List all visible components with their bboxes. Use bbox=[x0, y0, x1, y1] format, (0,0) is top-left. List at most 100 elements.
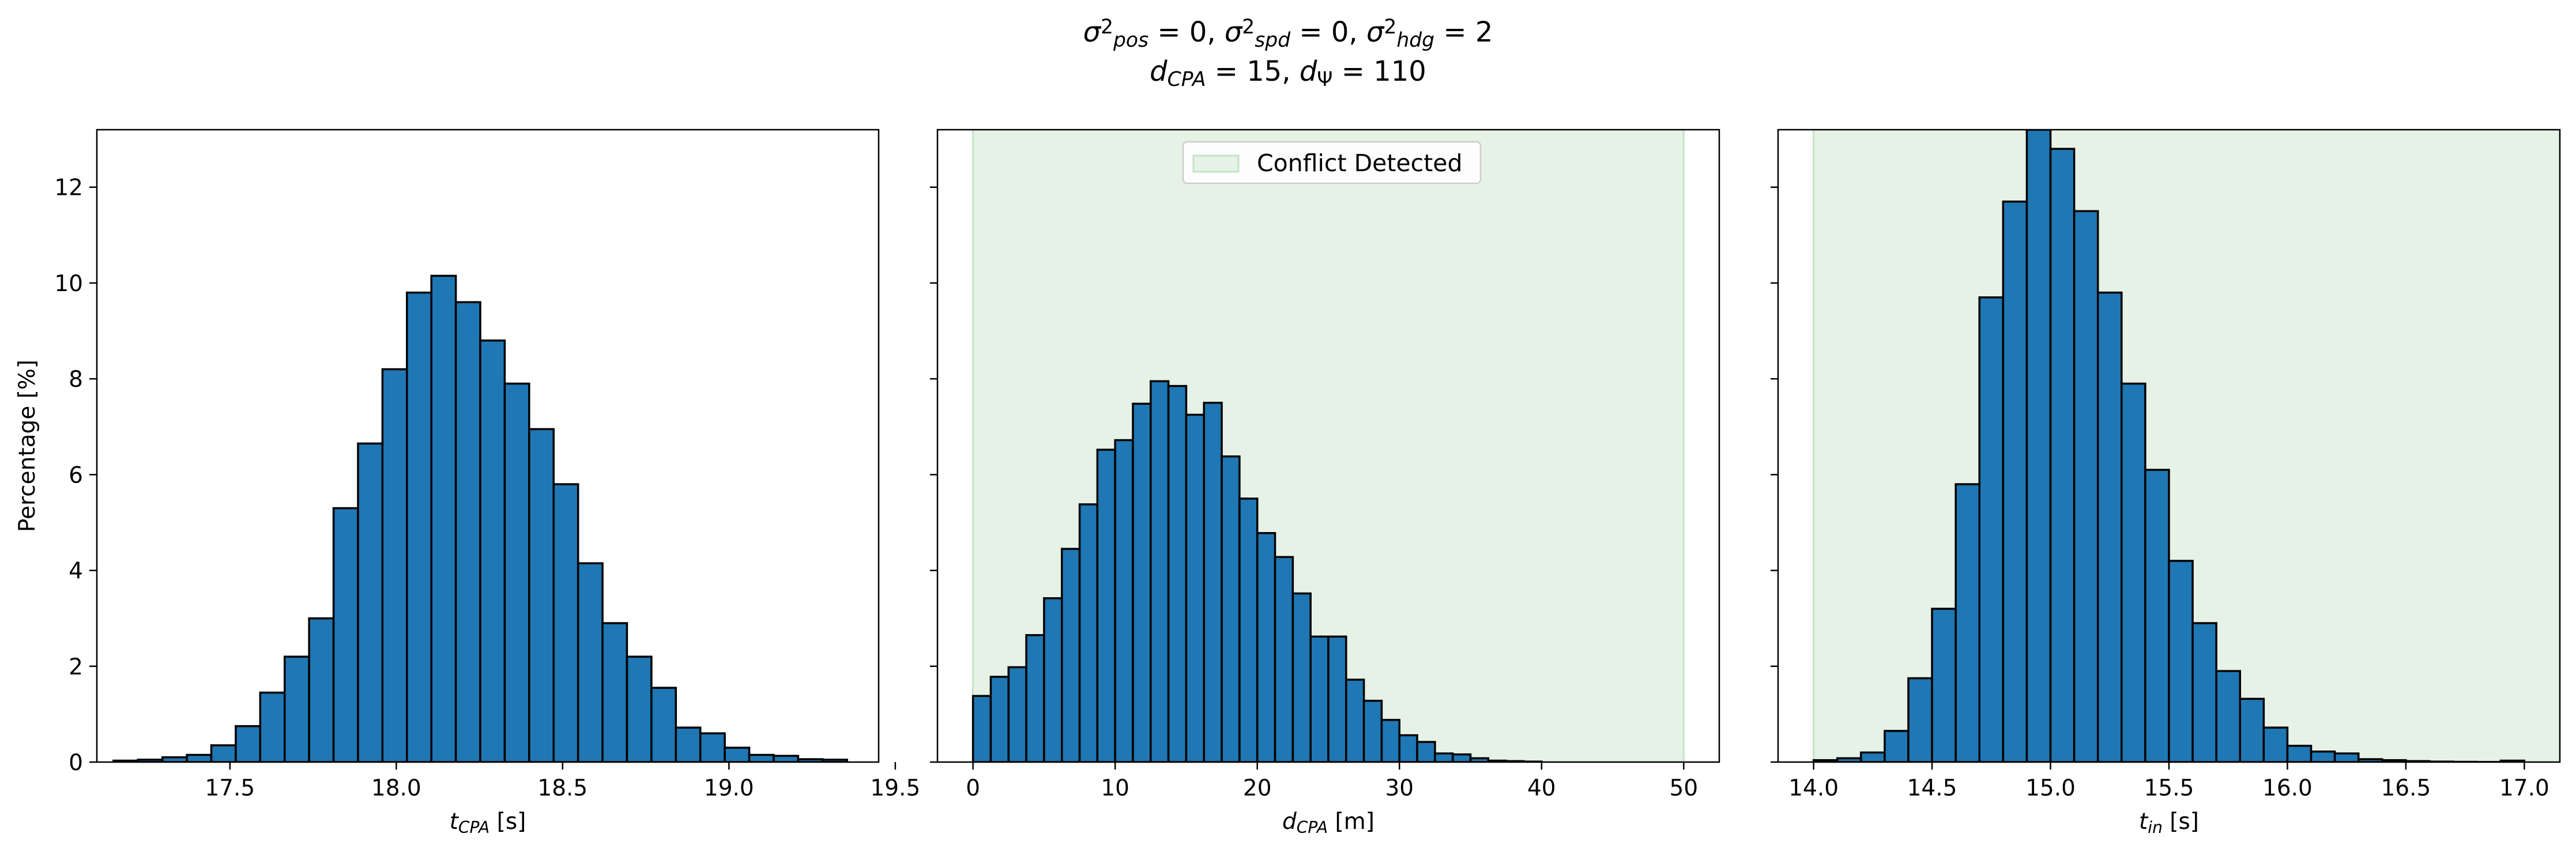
histogram-bar bbox=[1954, 483, 1981, 762]
histogram-bar bbox=[528, 428, 555, 762]
text-part: d bbox=[1150, 55, 1168, 88]
histogram-bar bbox=[2144, 469, 2170, 762]
x-tick-label: 0 bbox=[966, 775, 980, 801]
axes-frame bbox=[96, 129, 880, 763]
axes-frame bbox=[936, 129, 1720, 763]
x-tick-label: 16.5 bbox=[2381, 775, 2431, 801]
legend: Conflict Detected bbox=[1182, 141, 1482, 184]
histogram-bar bbox=[2215, 670, 2242, 762]
histogram-bar bbox=[2073, 210, 2099, 762]
histogram-bar bbox=[626, 655, 653, 762]
histogram-bar bbox=[2096, 291, 2123, 762]
text-part: hdg bbox=[1396, 29, 1434, 52]
figure-title-line-1: σ2pos = 0, σ2spd = 0, σ2hdg = 2 bbox=[1083, 16, 1493, 52]
histogram-bar bbox=[479, 339, 506, 762]
histogram-bar bbox=[430, 274, 457, 762]
text-part: 2 bbox=[1242, 16, 1255, 39]
subplot-3: 14.0 14.5 15.0 15.5 16.0 16.5 17.0 tin [s] bbox=[1771, 129, 2561, 837]
histogram-bar bbox=[1078, 503, 1099, 762]
text-part: = 2 bbox=[1434, 16, 1493, 48]
text-part: d bbox=[1282, 809, 1297, 835]
y-tick-label: 4 bbox=[69, 559, 83, 585]
histogram-bar bbox=[1451, 753, 1472, 762]
text-part: [s] bbox=[489, 809, 526, 835]
histogram-bar bbox=[1167, 384, 1188, 762]
histogram-bar bbox=[1380, 719, 1401, 762]
x-tick-label: 19.5 bbox=[870, 775, 920, 801]
histogram-bar bbox=[724, 747, 751, 762]
text-part: [s] bbox=[2163, 809, 2199, 835]
x-tick-label: 15.5 bbox=[2144, 775, 2194, 801]
histogram-bar bbox=[2025, 130, 2052, 762]
x-tick-label: 17.0 bbox=[2499, 775, 2549, 801]
plot-area bbox=[971, 130, 1685, 762]
subplot-1: 17.5 18.0 18.5 19.0 19.5 0 2 4 6 8 10 12 tCPA [s] Per… bbox=[14, 129, 920, 837]
histogram-bar bbox=[2239, 698, 2265, 762]
text-part: CPA bbox=[1297, 818, 1328, 837]
histogram-bar bbox=[308, 617, 335, 762]
text-part: Ψ bbox=[1317, 68, 1332, 91]
x-tick-label: 18.5 bbox=[537, 775, 587, 801]
plot-area bbox=[1812, 130, 2560, 762]
x-axis-label: tCPA [s] bbox=[450, 809, 526, 837]
histogram-bar bbox=[1434, 752, 1454, 762]
histogram-bar bbox=[186, 753, 213, 762]
text-part: = 0, bbox=[1290, 16, 1366, 48]
histogram-bar bbox=[1043, 597, 1063, 762]
histogram-bar bbox=[332, 507, 359, 762]
histogram-bar bbox=[1256, 532, 1276, 762]
histogram-bar bbox=[2121, 382, 2146, 762]
histogram-bar bbox=[1132, 402, 1152, 762]
histogram-bar bbox=[1025, 634, 1045, 762]
y-tick-label: 8 bbox=[69, 367, 83, 393]
x-tick-label: 19.0 bbox=[704, 775, 754, 801]
histogram-bar bbox=[822, 759, 848, 762]
histogram-bar bbox=[210, 744, 237, 762]
x-tick-label: 16.0 bbox=[2262, 775, 2313, 801]
histogram-bar bbox=[650, 687, 677, 762]
histogram-bar bbox=[1362, 699, 1383, 762]
text-part: d bbox=[1300, 55, 1317, 88]
histogram-bar bbox=[1221, 455, 1241, 762]
text-part: in bbox=[2148, 818, 2163, 837]
x-tick-label: 14.0 bbox=[1788, 775, 1839, 801]
histogram-bar bbox=[1309, 635, 1330, 762]
histogram-bar bbox=[454, 301, 481, 762]
histogram-bar bbox=[235, 725, 262, 762]
histogram-bar bbox=[1150, 380, 1170, 762]
histogram-bar bbox=[1291, 592, 1312, 762]
figure-title-line-2: dCPA = 15, dΨ = 110 bbox=[1150, 55, 1426, 91]
x-axis-label: tin [s] bbox=[2139, 809, 2199, 837]
histogram-bar bbox=[2049, 148, 2076, 762]
text-part: t bbox=[2139, 809, 2149, 835]
text-part: 2 bbox=[1101, 16, 1113, 39]
x-axis-label: dCPA [m] bbox=[1282, 809, 1374, 837]
histogram-bar bbox=[1907, 677, 1933, 762]
histogram-bar bbox=[2168, 560, 2194, 762]
y-tick-label: 12 bbox=[54, 175, 83, 201]
subplot-2: 0 10 20 30 40 50 dCPA [m] Conflict Detected bbox=[930, 129, 1720, 837]
histogram-bar bbox=[1203, 401, 1223, 762]
x-tick-label: 50 bbox=[1670, 775, 1698, 801]
x-tick-label: 15.0 bbox=[2025, 775, 2076, 801]
legend-label: Conflict Detected bbox=[1257, 149, 1463, 177]
histogram-bar bbox=[1416, 741, 1436, 762]
text-part: σ bbox=[1225, 16, 1243, 48]
histogram-bar bbox=[1327, 635, 1347, 762]
histogram-bar bbox=[357, 442, 384, 762]
legend-swatch bbox=[1192, 154, 1240, 173]
text-part: 2 bbox=[1384, 16, 1396, 39]
histogram-bar bbox=[2191, 622, 2217, 762]
y-tick-label: 10 bbox=[54, 271, 83, 297]
histogram-bar bbox=[503, 382, 530, 762]
histogram-bar bbox=[1931, 608, 1957, 762]
x-tick-label: 20 bbox=[1243, 775, 1272, 801]
histogram-bar bbox=[1185, 413, 1206, 762]
histogram-bar bbox=[1860, 751, 1886, 762]
x-tick-label: 40 bbox=[1527, 775, 1556, 801]
histogram-bar bbox=[1884, 730, 1910, 762]
histogram-bar bbox=[2286, 744, 2313, 762]
x-tick-label: 18.0 bbox=[371, 775, 421, 801]
text-part: = 110 bbox=[1332, 55, 1426, 88]
